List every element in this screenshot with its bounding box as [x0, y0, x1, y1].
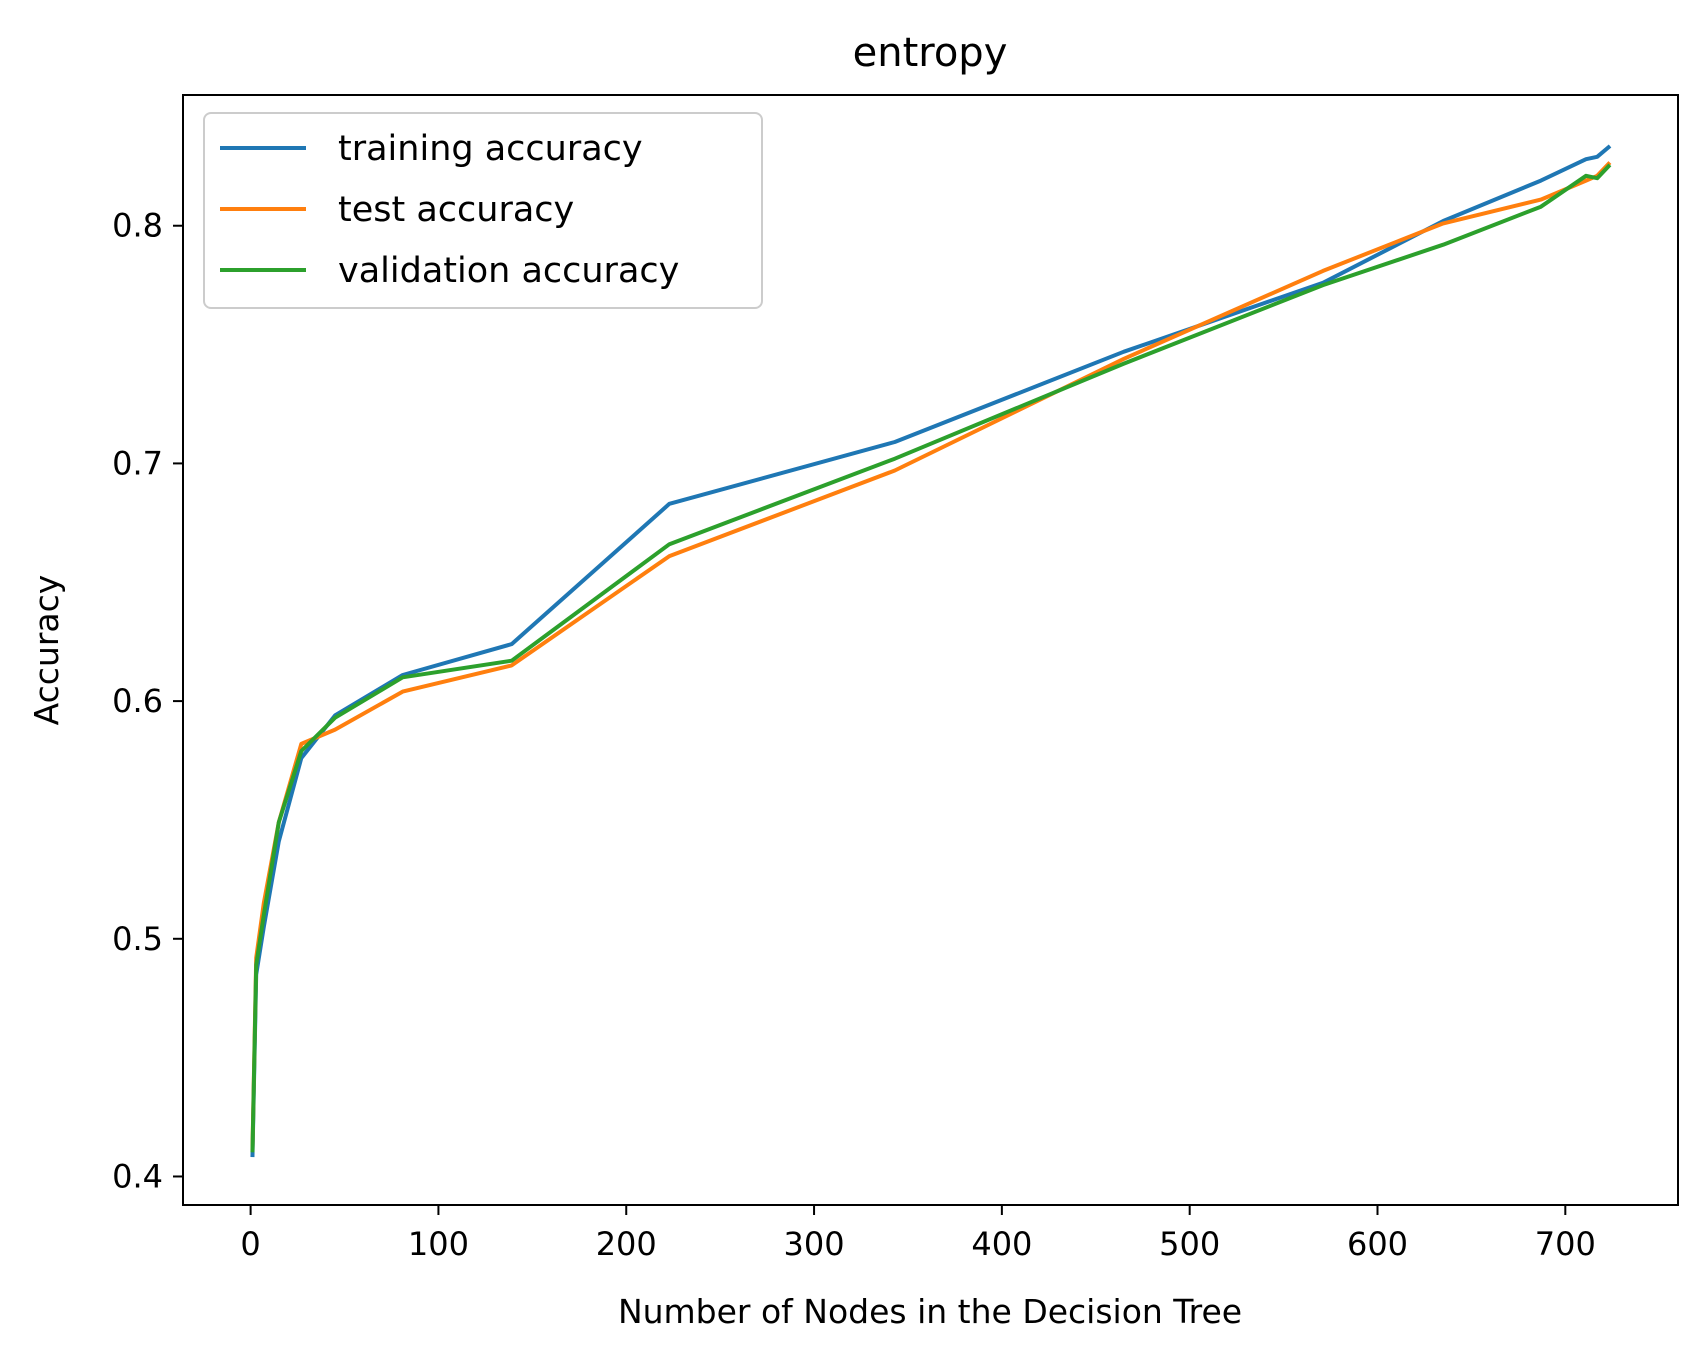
x-axis-ticks: 0 100 200 300 400 500 600 700	[240, 1205, 1596, 1263]
x-axis-label: Number of Nodes in the Decision Tree	[618, 1292, 1242, 1331]
x-tick-label: 500	[1159, 1225, 1220, 1263]
legend-box	[203, 112, 763, 309]
y-tick-label: 0.7	[112, 444, 163, 482]
legend-label-2: test accuracy	[338, 190, 574, 230]
y-tick-label: 0.6	[112, 682, 163, 720]
legend-label-1: training accuracy	[338, 129, 643, 169]
plot-frame	[182, 94, 1679, 1206]
x-tick-label: 300	[784, 1225, 845, 1263]
y-axis-ticks: 0.4 0.5 0.6 0.7 0.8	[112, 207, 183, 1195]
x-tick-label: 700	[1535, 1225, 1596, 1263]
legend: training accuracy test accuracy validation…	[203, 112, 763, 309]
legend-label-3: validation accuracy	[338, 251, 679, 291]
series-line-1	[250, 144, 1612, 1158]
y-tick-label: 0.8	[112, 207, 163, 245]
x-tick-label: 100	[408, 1225, 469, 1263]
chart-title: entropy	[853, 30, 1008, 76]
x-tick-label: 600	[1347, 1225, 1408, 1263]
plot-lines	[250, 144, 1612, 1158]
x-tick-label: 400	[971, 1225, 1032, 1263]
y-tick-label: 0.5	[112, 920, 163, 958]
y-tick-label: 0.4	[112, 1157, 163, 1195]
x-tick-label: 0	[240, 1225, 260, 1263]
series-line-3	[250, 163, 1612, 1153]
y-axis-label: Accuracy	[27, 575, 66, 726]
x-tick-label: 200	[596, 1225, 657, 1263]
